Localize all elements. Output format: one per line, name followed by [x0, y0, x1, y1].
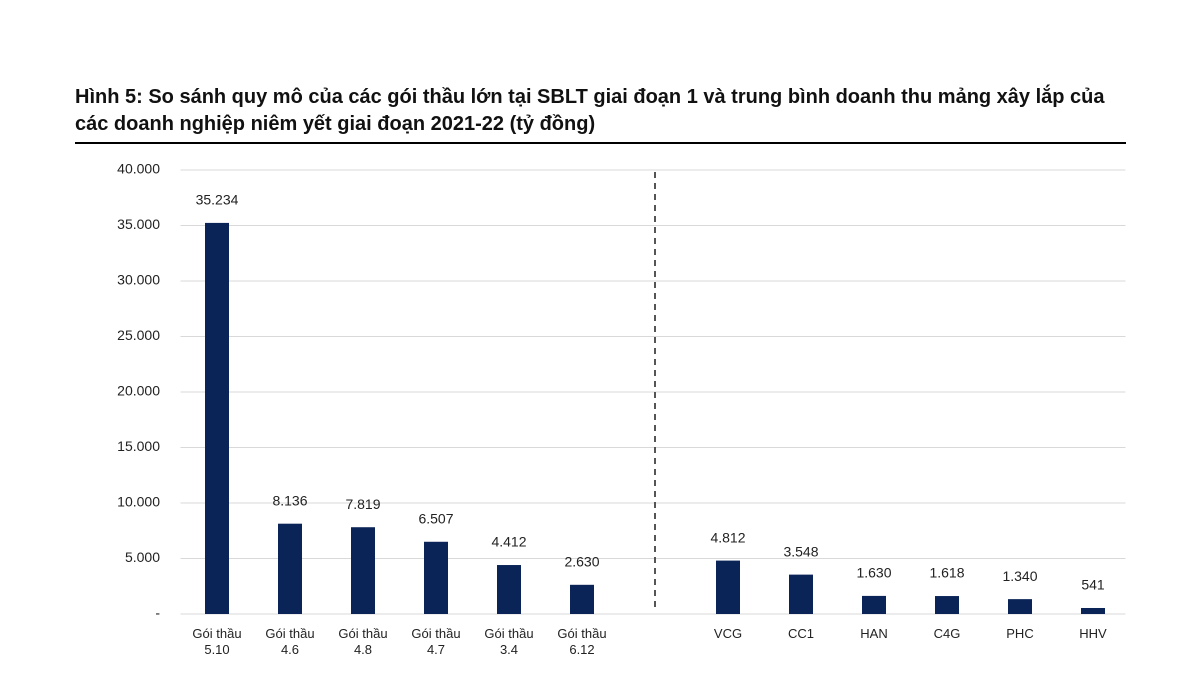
x-tick-label: Gói thầu 4.6: [265, 626, 315, 657]
bar: [424, 541, 448, 614]
chart-title: Hình 5: So sánh quy mô của các gói thầu …: [75, 86, 1105, 135]
x-tick-label: CC1: [787, 626, 814, 641]
value-label: 1.618: [929, 565, 964, 581]
y-tick-label: 40.000: [117, 161, 160, 177]
value-label: 4.412: [491, 534, 526, 550]
value-label: 1.340: [1002, 568, 1037, 584]
x-tick-label: Gói thầu 6.12: [557, 626, 607, 657]
y-tick-label: 30.000: [117, 272, 160, 288]
value-label: 8.136: [272, 492, 307, 508]
value-label: 6.507: [418, 510, 453, 526]
x-tick-label: Gói thầu 4.7: [411, 626, 461, 657]
bar: [570, 584, 594, 614]
y-tick-label: 25.000: [117, 327, 160, 343]
value-label: 4.812: [710, 529, 745, 545]
y-tick-label: 10.000: [117, 494, 160, 510]
value-label: 35.234: [196, 192, 239, 208]
bar: [497, 565, 521, 614]
y-tick-label: 35.000: [117, 216, 160, 232]
x-tick-label: HHV: [1079, 626, 1107, 641]
x-tick-label: C4G: [933, 626, 961, 641]
bar: [935, 596, 959, 614]
x-tick-label: Gói thầu 3.4: [484, 626, 534, 657]
bar: [789, 574, 813, 614]
y-tick-label: 15.000: [117, 438, 160, 454]
bar: [1008, 599, 1032, 614]
bar: [716, 560, 740, 614]
y-tick-label: -: [155, 605, 160, 621]
value-label: 1.630: [856, 565, 891, 581]
value-label: 541: [1081, 577, 1105, 593]
bar: [205, 222, 229, 615]
x-tick-label: VCG: [713, 626, 743, 641]
bar: [1081, 607, 1105, 614]
bar: [351, 527, 375, 614]
x-tick-label: Gói thầu 4.8: [338, 626, 388, 657]
x-tick-label: Gói thầu 5.10: [192, 626, 242, 657]
value-label: 2.630: [564, 554, 599, 570]
bar: [862, 595, 886, 614]
value-label: 3.548: [783, 543, 818, 559]
value-label: 7.819: [345, 496, 380, 512]
y-tick-label: 20.000: [117, 383, 160, 399]
x-tick-label: PHC: [1006, 626, 1034, 641]
y-tick-label: 5.000: [125, 549, 160, 565]
x-tick-label: HAN: [860, 626, 888, 641]
bar: [278, 523, 302, 614]
